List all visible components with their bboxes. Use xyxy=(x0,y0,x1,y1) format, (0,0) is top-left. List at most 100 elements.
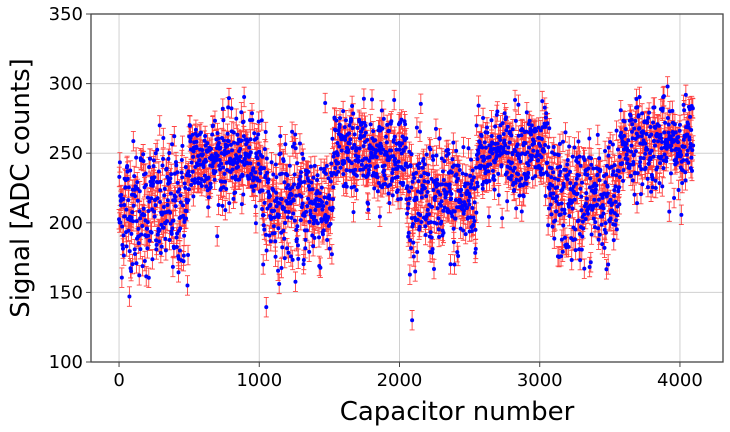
data-point xyxy=(418,101,423,106)
data-point xyxy=(276,226,281,231)
data-point xyxy=(518,159,523,164)
data-point xyxy=(382,173,387,178)
data-point xyxy=(450,157,455,162)
x-axis-label: Capacitor number xyxy=(340,397,575,427)
data-point xyxy=(272,231,277,236)
data-point xyxy=(612,163,617,168)
data-point xyxy=(495,109,500,114)
data-point xyxy=(526,170,531,175)
data-point xyxy=(561,181,566,186)
data-point xyxy=(208,181,213,186)
data-point xyxy=(226,150,231,155)
data-point xyxy=(287,163,292,168)
data-point xyxy=(203,159,208,164)
data-point xyxy=(242,94,247,99)
data-point xyxy=(430,250,435,255)
data-point xyxy=(641,130,646,135)
data-point xyxy=(344,184,349,189)
data-point xyxy=(248,150,253,155)
data-point xyxy=(212,118,217,123)
data-point xyxy=(178,200,183,205)
data-point xyxy=(228,142,233,147)
data-point xyxy=(670,108,675,113)
data-point xyxy=(343,118,348,123)
data-point xyxy=(374,172,379,177)
data-point xyxy=(634,96,639,101)
data-point xyxy=(462,208,467,213)
data-point xyxy=(582,158,587,163)
data-point xyxy=(546,145,551,150)
data-point xyxy=(230,167,235,172)
data-point xyxy=(364,156,369,161)
data-point xyxy=(208,185,213,190)
data-point xyxy=(429,235,434,240)
data-point xyxy=(167,238,172,243)
data-point xyxy=(176,270,181,275)
data-point xyxy=(384,134,389,139)
data-point xyxy=(559,254,564,259)
data-point xyxy=(558,164,563,169)
data-point xyxy=(155,147,160,152)
data-point xyxy=(599,222,604,227)
data-point xyxy=(286,250,291,255)
data-point xyxy=(502,138,507,143)
data-point xyxy=(584,191,589,196)
data-point xyxy=(167,180,172,185)
data-point xyxy=(679,212,684,217)
data-point xyxy=(531,148,536,153)
data-point xyxy=(262,200,267,205)
data-point xyxy=(338,165,343,170)
data-point xyxy=(300,201,305,206)
data-point xyxy=(324,201,329,206)
data-point xyxy=(561,184,566,189)
data-point xyxy=(386,191,391,196)
data-point xyxy=(613,222,618,227)
data-point xyxy=(683,178,688,183)
data-point xyxy=(452,163,457,168)
data-point xyxy=(277,201,282,206)
data-point xyxy=(132,247,137,252)
data-point xyxy=(512,188,517,193)
data-point xyxy=(505,199,510,204)
data-point xyxy=(626,148,631,153)
data-point xyxy=(282,256,287,261)
data-point xyxy=(186,187,191,192)
data-point xyxy=(356,158,361,163)
data-point xyxy=(180,175,185,180)
y-tick-label: 150 xyxy=(49,282,83,303)
data-point xyxy=(623,127,628,132)
data-point xyxy=(265,180,270,185)
data-point xyxy=(153,151,158,156)
data-point xyxy=(262,147,267,152)
data-point xyxy=(542,105,547,110)
data-point xyxy=(221,118,226,123)
data-point xyxy=(583,201,588,206)
data-point xyxy=(225,131,230,136)
data-point xyxy=(637,126,642,131)
data-point xyxy=(629,143,634,148)
data-point xyxy=(633,118,638,123)
data-point xyxy=(611,238,616,243)
data-point xyxy=(556,153,561,158)
data-point xyxy=(576,218,581,223)
data-point xyxy=(440,182,445,187)
data-point xyxy=(124,244,129,249)
data-point xyxy=(680,180,685,185)
data-point xyxy=(539,136,544,141)
data-point xyxy=(408,164,413,169)
data-point xyxy=(315,221,320,226)
data-point xyxy=(325,237,330,242)
data-point xyxy=(552,236,557,241)
data-point xyxy=(249,111,254,116)
data-point xyxy=(125,163,130,168)
data-point xyxy=(526,122,531,127)
data-point xyxy=(227,201,232,206)
data-point xyxy=(350,103,355,108)
data-point xyxy=(119,203,124,208)
data-point xyxy=(621,178,626,183)
data-point xyxy=(516,172,521,177)
data-point xyxy=(217,157,222,162)
data-point xyxy=(605,191,610,196)
data-point xyxy=(290,129,295,134)
data-point xyxy=(129,215,134,220)
